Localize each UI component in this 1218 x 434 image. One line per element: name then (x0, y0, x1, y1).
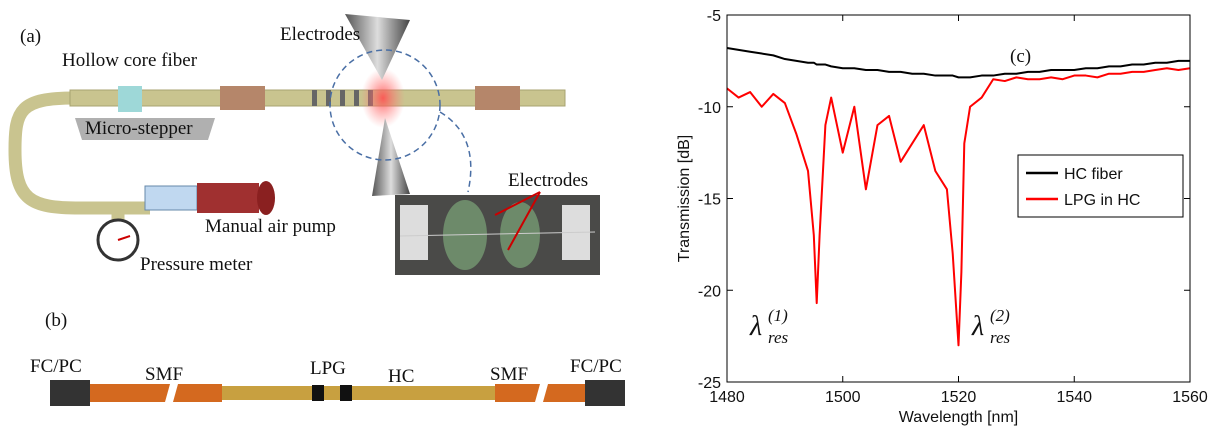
panel-b: (b) FC/PC SMF LPG HC SMF FC/PC (30, 310, 625, 406)
photo-part (500, 202, 540, 268)
label: LPG (310, 358, 346, 379)
y-tick-label: -5 (707, 8, 721, 25)
stepper-clamp (118, 86, 142, 112)
micro-stepper (75, 118, 215, 140)
panel-label: (c) (1010, 46, 1031, 67)
pump-barrel (197, 183, 259, 213)
panel-a: (a) Hollow core fiber Electrodes Micro-s… (8, 14, 600, 275)
hollow-fiber (69, 89, 566, 107)
smf (173, 384, 222, 402)
connector (585, 380, 625, 406)
data-line (726, 67, 1191, 347)
pointer (494, 191, 541, 216)
electrode (345, 14, 410, 80)
x-tick-label: 1540 (1056, 389, 1092, 406)
legend-label: LPG in HC (1064, 192, 1140, 209)
syringe (144, 185, 198, 211)
connector (50, 380, 90, 406)
y-tick-label: -10 (698, 100, 721, 117)
lpg-mark (312, 385, 324, 401)
label: SMF (145, 364, 183, 385)
zoom-arrow (439, 111, 472, 193)
chart: 1480 1500 1520 1540 1560 -25 -20 -15 -10 -5 Wavele… (676, 8, 1208, 426)
label: SMF (490, 364, 528, 385)
annotation-symbol: λ (971, 311, 984, 342)
legend-box (1017, 154, 1184, 218)
annotation-symbol: λ (749, 311, 762, 342)
annotation-sup: (2) (990, 306, 1010, 325)
smf (495, 384, 540, 402)
y-tick-label: -20 (698, 283, 721, 300)
zoom-circle (329, 49, 441, 161)
label: HC (388, 366, 414, 387)
connector (220, 86, 265, 110)
x-axis-label: Wavelength [nm] (899, 409, 1018, 426)
lpg-mark (340, 385, 352, 401)
annotation-sub: res (768, 328, 789, 347)
pointer (507, 191, 541, 251)
gauge-needle (117, 235, 131, 241)
label: Electrodes (508, 170, 588, 191)
x-tick-label: 1560 (1172, 389, 1208, 406)
label: FC/PC (30, 356, 82, 377)
smf (543, 384, 585, 402)
data-line (726, 47, 1190, 79)
arc-glow (361, 68, 405, 128)
electrode (372, 118, 410, 196)
label: Manual air pump (205, 216, 336, 237)
x-tick-label: 1520 (941, 389, 977, 406)
y-tick-label: -25 (698, 375, 721, 392)
photo-part (400, 205, 428, 260)
y-tick-label: -15 (698, 192, 721, 209)
x-tick-label: 1480 (709, 389, 745, 406)
annotation-sup: (1) (768, 306, 788, 325)
y-axis-label: Transmission [dB] (676, 135, 693, 262)
air-tube (8, 91, 150, 222)
legend-label: HC fiber (1064, 166, 1123, 183)
hc-fiber (222, 386, 495, 400)
label: Electrodes (280, 24, 360, 45)
x-tick-label: 1500 (825, 389, 861, 406)
label: Pressure meter (140, 254, 253, 275)
smf (90, 384, 170, 402)
annotation-sub: res (990, 328, 1011, 347)
label: FC/PC (570, 356, 622, 377)
label: Hollow core fiber (62, 50, 198, 71)
label: Micro-stepper (85, 118, 193, 139)
connector (475, 86, 520, 110)
photo-fiber (399, 231, 596, 237)
panel-label: (a) (20, 26, 41, 47)
panel-label: (b) (45, 310, 67, 331)
pump-cap (257, 181, 275, 215)
